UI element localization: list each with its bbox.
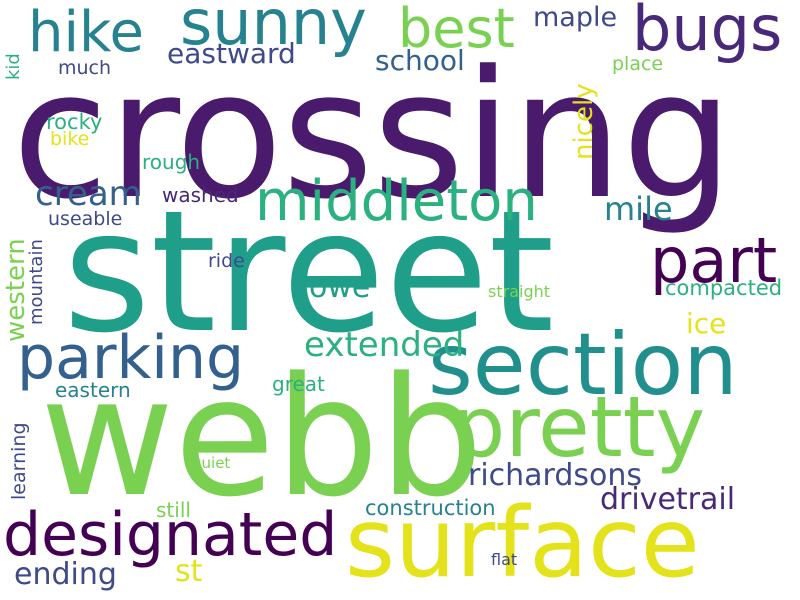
word-eastern: eastern: [55, 378, 131, 402]
word-compacted: compacted: [665, 276, 783, 300]
word-street: street: [63, 174, 555, 370]
word-learning: learning: [8, 422, 30, 500]
word-sunny: sunny: [180, 0, 367, 59]
word-much: much: [58, 57, 112, 79]
word-maple: maple: [533, 2, 618, 33]
word-rough: rough: [142, 150, 201, 174]
word-nicely: nicely: [569, 83, 599, 160]
word-construction: construction: [365, 496, 496, 520]
word-parking: parking: [17, 323, 245, 393]
word-ride: ride: [208, 250, 245, 272]
word-drivetrail: drivetrail: [600, 482, 736, 517]
word-pretty: pretty: [452, 378, 706, 476]
word-extended: st: [175, 554, 203, 589]
word-howe: ice: [686, 307, 727, 340]
word-surface: surface: [345, 487, 700, 599]
word-designated: designated: [3, 500, 338, 570]
word-mile: mile: [604, 190, 673, 228]
word-ice: extended: [304, 325, 465, 365]
word-school: school: [375, 44, 465, 77]
word-bugs: bugs: [632, 0, 783, 65]
word-ending: ending: [14, 557, 117, 592]
word-kid: kid: [3, 53, 24, 80]
word-cream: cream: [35, 174, 142, 214]
word-great: great: [272, 372, 325, 396]
word-useable: useable: [48, 208, 123, 230]
word-bike: bike: [50, 128, 90, 150]
word-flat: flat: [491, 550, 518, 569]
word-still: still: [156, 498, 191, 522]
word-webb: webb: [40, 342, 484, 533]
word-washed: washed: [162, 183, 239, 207]
word-st: howe: [290, 270, 371, 305]
word-crossing: crossing: [12, 33, 733, 238]
word-mountain: mountain: [26, 239, 47, 325]
word-best: best: [398, 0, 515, 60]
word-eastward: eastward: [167, 37, 296, 70]
word-quiet: quiet: [192, 454, 231, 472]
word-part: part: [650, 224, 778, 297]
word-place: place: [612, 53, 664, 75]
word-straight: straight: [488, 282, 551, 301]
word-middleton: middleton: [255, 169, 538, 234]
word-rocky: rocky: [46, 110, 103, 134]
word-richardsons: richardsons: [468, 458, 643, 493]
word-section: section: [428, 315, 738, 415]
word-hike: hike: [28, 0, 144, 65]
